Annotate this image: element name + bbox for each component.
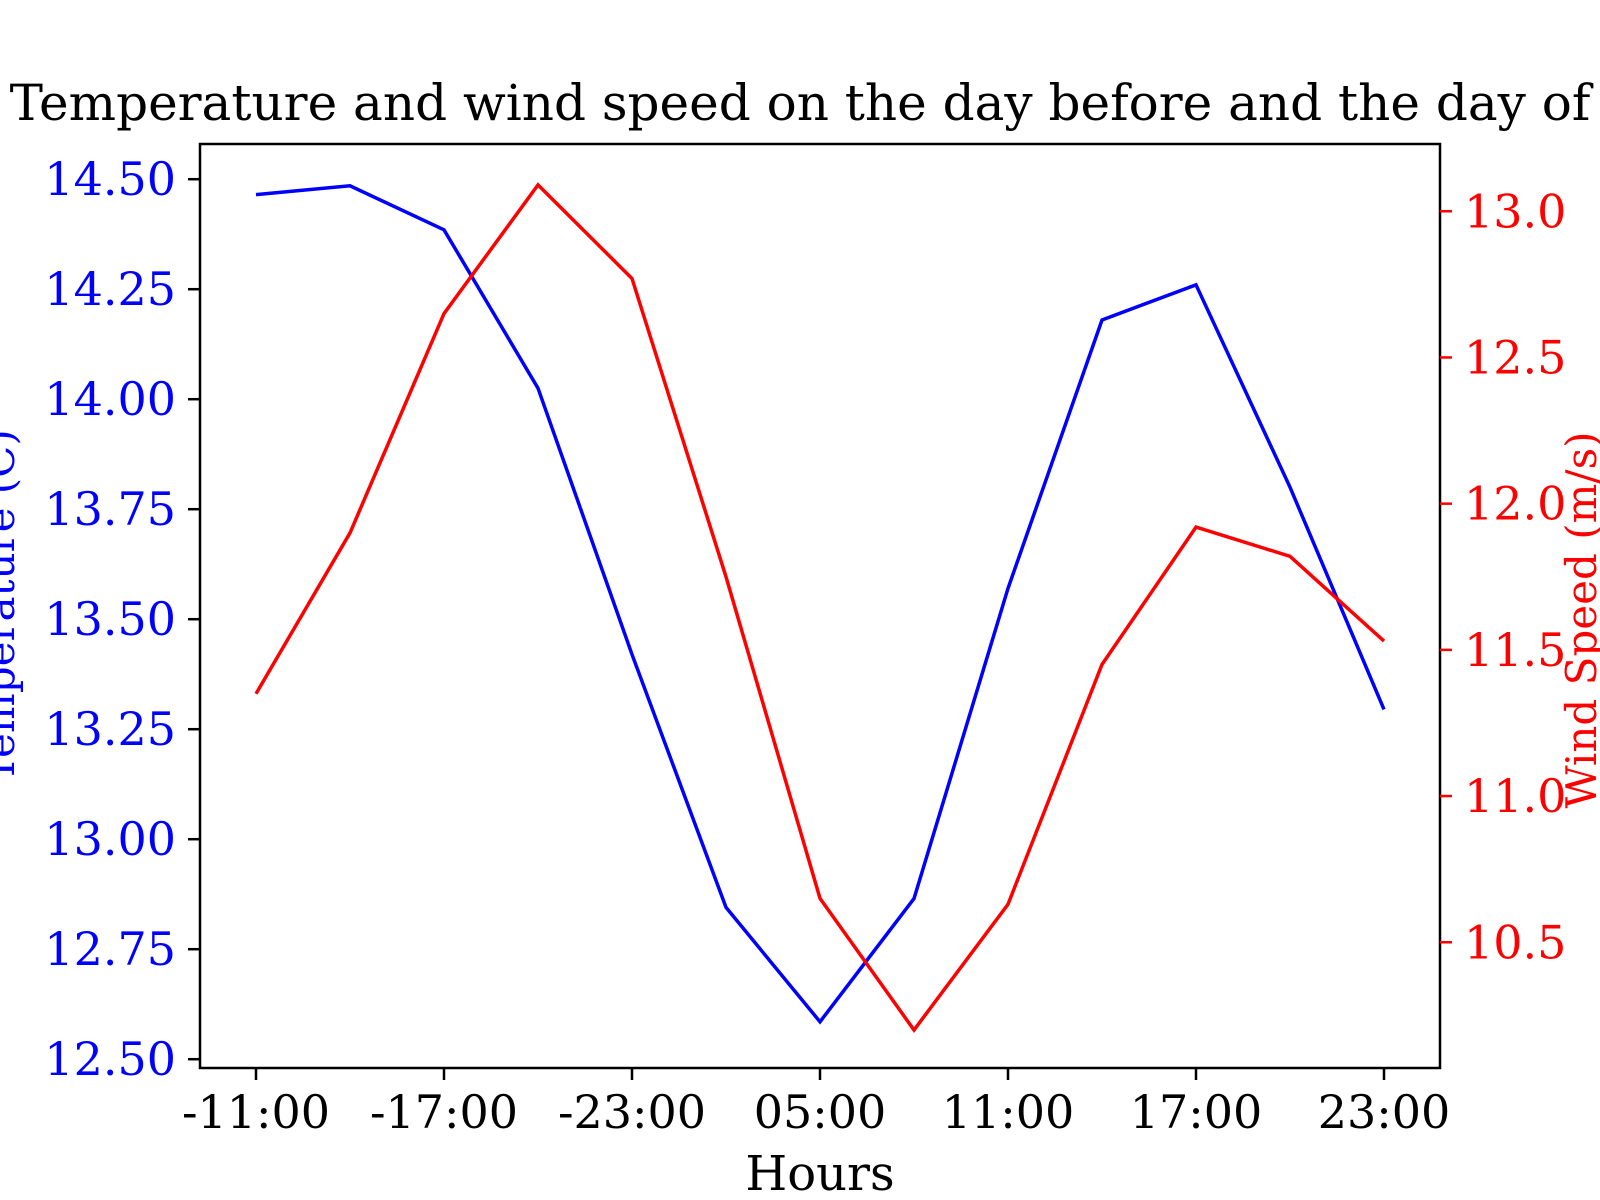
right-y-axis: 10.5 11.0 11.5 12.0 12.5 13.0: [1440, 184, 1566, 969]
left-y-tick-label: 14.00: [44, 372, 176, 426]
left-y-tick-label: 12.75: [44, 922, 176, 976]
right-y-axis-label: Wind Speed (m/s): [1557, 431, 1600, 808]
left-y-tick-label: 13.75: [44, 482, 176, 536]
x-tick-label: 23:00: [1318, 1085, 1451, 1139]
right-y-tick-label: 11.0: [1464, 769, 1566, 823]
right-y-tick-label: 12.5: [1464, 330, 1566, 384]
left-y-tick-label: 14.50: [44, 152, 176, 206]
right-y-tick-label: 10.5: [1464, 915, 1566, 969]
x-tick-label: -17:00: [370, 1085, 518, 1139]
right-y-tick-label: 11.5: [1464, 623, 1566, 677]
x-tick-label: 17:00: [1130, 1085, 1263, 1139]
x-tick-label: -23:00: [558, 1085, 706, 1139]
plot-frame: [198, 142, 1442, 1070]
left-y-axis: 12.50 12.75 13.00 13.25 13.50 13.75 14.00 14.25…: [44, 152, 200, 1086]
left-y-tick-label: 13.50: [44, 592, 176, 646]
x-axis-label: Hours: [745, 1146, 894, 1200]
left-y-tick-label: 12.50: [44, 1032, 176, 1086]
plot-area: [198, 142, 1442, 1070]
x-tick-label: 05:00: [754, 1085, 887, 1139]
temperature-series-line: [255, 184, 1386, 1025]
right-y-tick-label: 12.0: [1464, 477, 1566, 531]
left-y-axis-label: Temperature (C): [0, 429, 24, 782]
left-y-tick-label: 13.00: [44, 812, 176, 866]
right-y-tick-label: 13.0: [1464, 184, 1566, 238]
series-layer: [254, 182, 1386, 1033]
x-axis: -11:00 -17:00 -23:00 05:00 11:00 17:00 23:00: [182, 1068, 1450, 1139]
left-y-tick-label: 14.25: [44, 262, 176, 316]
left-y-tick-label: 13.25: [44, 702, 176, 756]
x-tick-label: -11:00: [182, 1085, 330, 1139]
chart-title: Temperature and wind speed on the day be…: [10, 74, 1594, 132]
wind-speed-series-line: [254, 182, 1386, 1033]
x-tick-label: 11:00: [942, 1085, 1075, 1139]
